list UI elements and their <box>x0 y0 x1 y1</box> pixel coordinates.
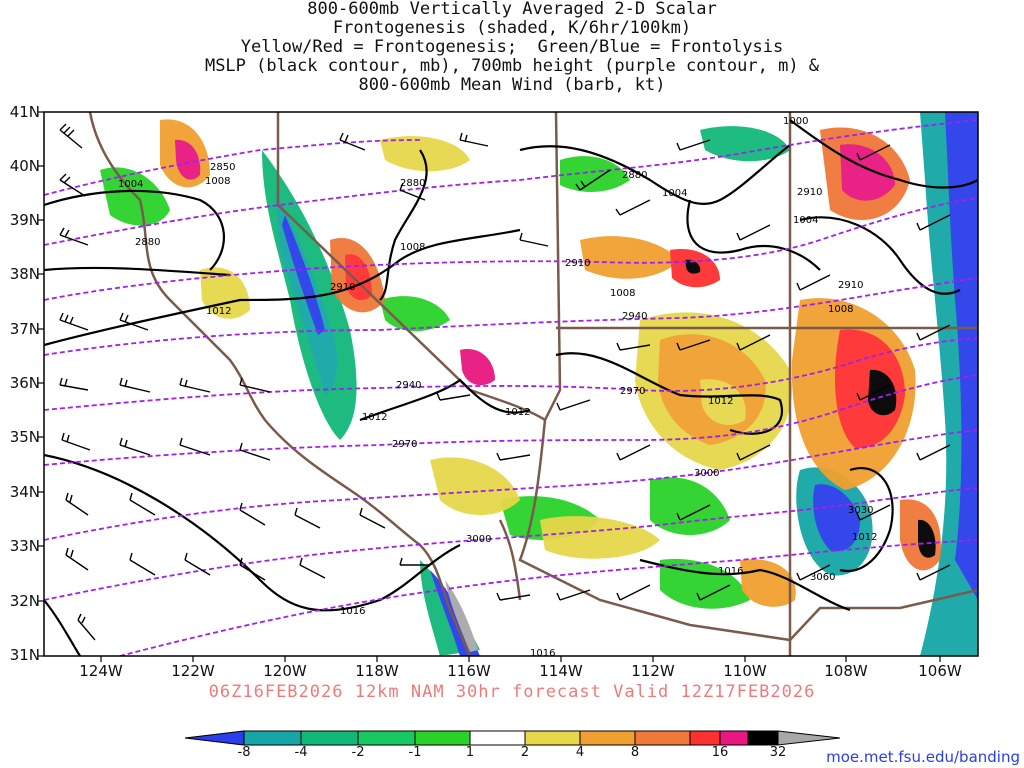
height-label: 2940 <box>622 311 647 322</box>
lon-label: 108W <box>824 662 868 680</box>
mslp-contours <box>44 119 978 656</box>
mslp-label: 1000 <box>783 116 808 127</box>
mslp-label: 1004 <box>118 179 143 190</box>
lon-label: 114W <box>539 662 583 680</box>
mslp-label: 1008 <box>610 288 635 299</box>
map-title-line-5: 800-600mb Mean Wind (barb, kt) <box>358 75 666 95</box>
height-contours <box>44 119 978 656</box>
lon-label: 106W <box>918 662 962 680</box>
colorbar-tick-label: 1 <box>465 745 475 760</box>
lon-label: 122W <box>171 662 215 680</box>
lat-label: 33N <box>9 537 40 555</box>
mslp-label: 1008 <box>400 242 425 253</box>
colorbar-tick-label: -4 <box>294 745 308 760</box>
lat-label: 34N <box>9 483 40 501</box>
height-label: 2910 <box>565 258 590 269</box>
lon-label: 118W <box>355 662 399 680</box>
height-label: 2940 <box>396 380 421 391</box>
mslp-label: 1012 <box>206 306 231 317</box>
colorbar-tick-label: 8 <box>630 745 640 760</box>
height-label: 3000 <box>466 534 491 545</box>
mslp-label: 1016 <box>530 648 555 659</box>
height-label: 2880 <box>135 237 160 248</box>
colorbar <box>184 730 841 746</box>
height-label: 2910 <box>797 187 822 198</box>
lon-label: 112W <box>631 662 675 680</box>
map-title-line-2: Frontogenesis (shaded, K/6hr/100km) <box>332 18 692 38</box>
frontogenesis-shading <box>160 119 941 607</box>
mslp-label: 1012 <box>852 532 877 543</box>
lat-label: 31N <box>9 646 40 664</box>
height-label: 2910 <box>838 280 863 291</box>
credit-link[interactable]: moe.met.fsu.edu/banding <box>826 748 1020 766</box>
height-label: 3000 <box>694 468 719 479</box>
lon-label: 110W <box>723 662 767 680</box>
lon-label: 116W <box>447 662 491 680</box>
height-label: 2880 <box>622 170 647 181</box>
map-title-line-3: Yellow/Red = Frontogenesis; Green/Blue =… <box>240 37 784 57</box>
lat-label: 37N <box>9 320 40 338</box>
height-label: 2850 <box>210 162 235 173</box>
map-title-line-1: 800-600mb Vertically Averaged 2-D Scalar <box>307 0 717 19</box>
mslp-label: 1004 <box>662 188 687 199</box>
lat-label: 38N <box>9 265 40 283</box>
height-label: 2910 <box>330 282 355 293</box>
lat-label: 41N <box>9 103 40 121</box>
frontolysis-shading <box>100 112 978 656</box>
mslp-label: 1016 <box>340 606 365 617</box>
forecast-valid-time: 06Z16FEB2026 12km NAM 30hr forecast Vali… <box>208 682 816 702</box>
colorbar-tick-label: -1 <box>408 745 422 760</box>
height-label: 2880 <box>400 178 425 189</box>
mslp-label: 1012 <box>708 396 733 407</box>
colorbar-tick-label: 32 <box>769 745 787 760</box>
mslp-label: 1008 <box>828 304 853 315</box>
height-label: 2970 <box>392 439 417 450</box>
lon-label: 124W <box>79 662 123 680</box>
colorbar-tick-label: 4 <box>575 745 585 760</box>
lat-label: 39N <box>9 211 40 229</box>
lat-label: 40N <box>9 157 40 175</box>
colorbar-tick-label: -2 <box>351 745 365 760</box>
mslp-label: 1008 <box>205 176 230 187</box>
lat-label: 32N <box>9 592 40 610</box>
height-label: 3030 <box>848 505 873 516</box>
wind-barbs <box>59 123 951 641</box>
mslp-label: 1012 <box>505 407 530 418</box>
mslp-label: 1012 <box>362 412 387 423</box>
mslp-label: 1016 <box>718 566 743 577</box>
lat-label: 35N <box>9 428 40 446</box>
height-label: 2970 <box>620 386 645 397</box>
colorbar-tick-label: 16 <box>711 745 729 760</box>
lat-label: 36N <box>9 374 40 392</box>
colorbar-tick-label: -8 <box>237 745 251 760</box>
plot-frame <box>43 111 979 657</box>
map-title-line-4: MSLP (black contour, mb), 700mb height (… <box>204 56 820 76</box>
colorbar-tick-label: 2 <box>520 745 530 760</box>
mslp-label: 1004 <box>793 215 818 226</box>
lon-label: 120W <box>263 662 307 680</box>
height-label: 3060 <box>810 572 835 583</box>
